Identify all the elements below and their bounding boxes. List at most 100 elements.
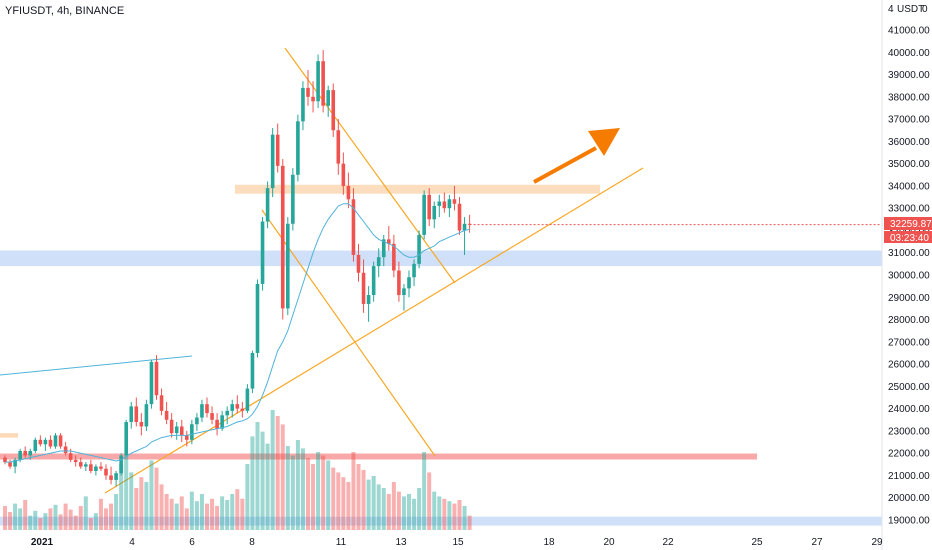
- candle-body[interactable]: [336, 130, 341, 164]
- candle-body[interactable]: [58, 435, 63, 447]
- candle-body[interactable]: [78, 462, 83, 467]
- candle-body[interactable]: [18, 450, 22, 460]
- candle-body[interactable]: [119, 455, 123, 474]
- candle-body[interactable]: [286, 223, 290, 309]
- candle-body[interactable]: [73, 459, 78, 463]
- candle-body[interactable]: [38, 439, 43, 445]
- candle-body[interactable]: [412, 263, 416, 278]
- candle-body[interactable]: [397, 270, 401, 296]
- candle-body[interactable]: [432, 205, 437, 220]
- candle-body[interactable]: [452, 199, 457, 204]
- candle-body[interactable]: [462, 223, 467, 231]
- candle-body[interactable]: [316, 61, 320, 102]
- candle-body[interactable]: [109, 475, 113, 480]
- candle-body[interactable]: [179, 426, 184, 436]
- candle-body[interactable]: [210, 413, 214, 420]
- candle-body[interactable]: [361, 272, 366, 304]
- candle-body[interactable]: [124, 422, 128, 456]
- candle-body[interactable]: [134, 406, 139, 422]
- candle-body[interactable]: [392, 243, 396, 271]
- candle-body[interactable]: [341, 163, 346, 186]
- candle-body[interactable]: [326, 90, 330, 106]
- candle-body[interactable]: [104, 468, 108, 476]
- candle-body[interactable]: [68, 453, 73, 460]
- candle-body[interactable]: [321, 61, 325, 106]
- candle-body[interactable]: [467, 223, 472, 225]
- candle-body[interactable]: [159, 395, 164, 411]
- candle-body[interactable]: [235, 404, 240, 409]
- candle-body[interactable]: [174, 426, 179, 434]
- ray-line[interactable]: [0, 355, 193, 376]
- candle-body[interactable]: [129, 406, 134, 422]
- candle-body[interactable]: [220, 415, 224, 429]
- candle-body[interactable]: [200, 404, 204, 418]
- candle-body[interactable]: [84, 464, 88, 467]
- bottom-zone[interactable]: [0, 516, 882, 526]
- candle-body[interactable]: [301, 87, 305, 122]
- candle-body[interactable]: [311, 96, 315, 102]
- candle-body[interactable]: [275, 134, 280, 166]
- candle-body[interactable]: [63, 446, 68, 454]
- candle-body[interactable]: [427, 194, 431, 220]
- candle-body[interactable]: [442, 201, 447, 209]
- currency-label[interactable]: USDT: [897, 4, 924, 15]
- candle-body[interactable]: [195, 417, 199, 425]
- candle-body[interactable]: [154, 361, 159, 396]
- candle-body[interactable]: [89, 464, 93, 471]
- candle-body[interactable]: [270, 134, 275, 189]
- candle-body[interactable]: [447, 199, 452, 209]
- candle-body[interactable]: [240, 408, 245, 411]
- left-zone[interactable]: [0, 433, 18, 438]
- candle-body[interactable]: [371, 266, 376, 296]
- candle-body[interactable]: [33, 439, 38, 451]
- candle-body[interactable]: [225, 410, 229, 416]
- candle-body[interactable]: [417, 234, 421, 264]
- candle-body[interactable]: [48, 439, 53, 447]
- candle-body[interactable]: [306, 87, 310, 97]
- candle-body[interactable]: [351, 199, 356, 255]
- candle-body[interactable]: [260, 221, 265, 284]
- candle-body[interactable]: [296, 121, 300, 175]
- candle-body[interactable]: [13, 459, 17, 467]
- candle-body[interactable]: [457, 203, 462, 231]
- candle-body[interactable]: [53, 435, 58, 447]
- candle-body[interactable]: [346, 185, 351, 200]
- candle-body[interactable]: [387, 239, 391, 244]
- candle-body[interactable]: [205, 404, 209, 414]
- candle-body[interactable]: [265, 188, 270, 222]
- candle-body[interactable]: [149, 361, 154, 405]
- candle-body[interactable]: [8, 462, 12, 467]
- candle-body[interactable]: [250, 352, 255, 389]
- support-zone[interactable]: [0, 250, 882, 267]
- candle-body[interactable]: [356, 254, 361, 273]
- red-level-line[interactable]: [0, 453, 757, 460]
- candle-body[interactable]: [114, 473, 118, 480]
- candle-body[interactable]: [28, 450, 33, 456]
- candle-body[interactable]: [381, 239, 386, 258]
- candle-body[interactable]: [169, 419, 174, 434]
- candle-body[interactable]: [94, 466, 98, 471]
- candle-body[interactable]: [407, 277, 411, 289]
- candle-body[interactable]: [291, 174, 295, 224]
- candle-body[interactable]: [43, 439, 48, 445]
- resistance-zone[interactable]: [235, 184, 600, 194]
- candle-body[interactable]: [3, 457, 7, 463]
- candle-body[interactable]: [215, 419, 219, 429]
- candle-body[interactable]: [245, 388, 250, 411]
- candle-body[interactable]: [366, 295, 371, 304]
- candle-body[interactable]: [402, 288, 406, 296]
- candle-body[interactable]: [437, 201, 442, 206]
- candle-body[interactable]: [144, 404, 149, 427]
- arrow-head[interactable]: [588, 128, 620, 156]
- candle-body[interactable]: [280, 165, 285, 309]
- price-axis[interactable]: 41000.00 40000.00 39000.00 38000.00 37000.00…: [888, 26, 930, 527]
- channel-line[interactable]: [261, 209, 436, 457]
- candle-body[interactable]: [230, 404, 235, 411]
- arrow-shaft[interactable]: [533, 146, 597, 184]
- candle-body[interactable]: [23, 450, 27, 456]
- candle-body[interactable]: [190, 424, 194, 440]
- ascending-trendline[interactable]: [104, 167, 644, 494]
- time-axis[interactable]: 2021 4 6 8 11 13 15 18 20 22 25 27 29: [31, 537, 883, 548]
- candle-body[interactable]: [331, 90, 336, 131]
